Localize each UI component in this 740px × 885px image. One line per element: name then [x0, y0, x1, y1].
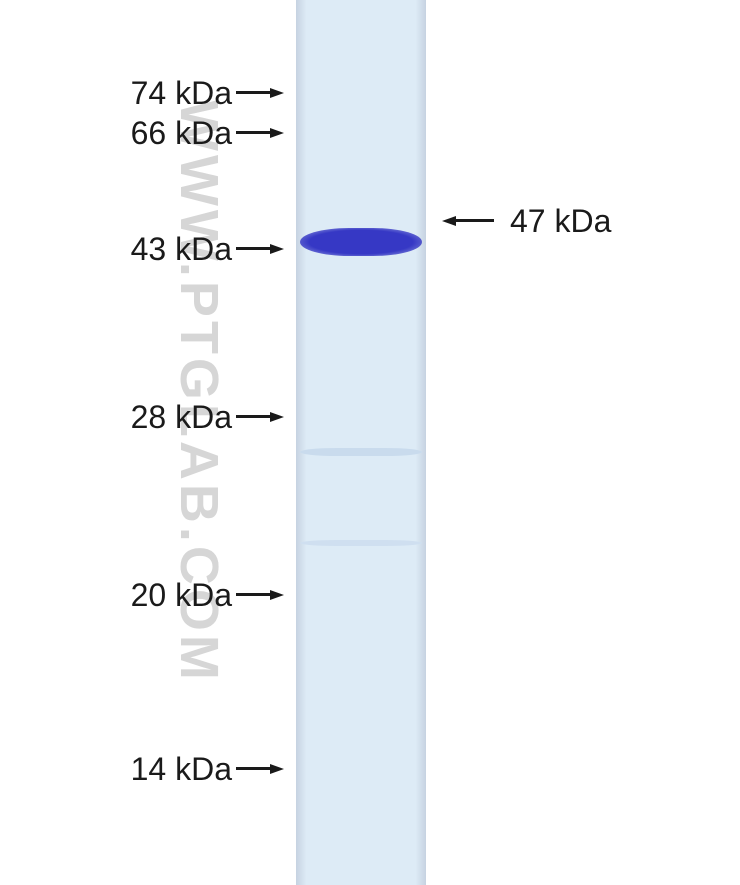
faint-band — [300, 448, 422, 456]
ladder-arrow — [236, 590, 284, 600]
arrow-head-right-icon — [270, 88, 284, 98]
target-band — [300, 228, 422, 256]
ladder-arrow — [236, 128, 284, 138]
ladder-arrow — [236, 412, 284, 422]
target-band-label: 47 kDa — [510, 203, 611, 240]
arrow-head-right-icon — [270, 590, 284, 600]
faint-band — [300, 540, 422, 546]
ladder-marker-label: 28 kDa — [131, 399, 232, 436]
arrow-line — [236, 593, 270, 596]
arrow-line — [236, 91, 270, 94]
target-arrow — [442, 216, 494, 226]
ladder-marker-label: 43 kDa — [131, 231, 232, 268]
arrow-head-left-icon — [442, 216, 456, 226]
arrow-head-right-icon — [270, 128, 284, 138]
ladder-marker-label: 74 kDa — [131, 75, 232, 112]
ladder-arrow — [236, 88, 284, 98]
arrow-head-right-icon — [270, 412, 284, 422]
ladder-arrow — [236, 244, 284, 254]
ladder-marker-label: 66 kDa — [131, 115, 232, 152]
arrow-line — [236, 131, 270, 134]
ladder-marker-label: 20 kDa — [131, 577, 232, 614]
gel-lane — [296, 0, 426, 885]
arrow-line — [236, 415, 270, 418]
arrow-line — [456, 219, 494, 222]
ladder-marker-label: 14 kDa — [131, 751, 232, 788]
arrow-head-right-icon — [270, 764, 284, 774]
arrow-head-right-icon — [270, 244, 284, 254]
arrow-line — [236, 767, 270, 770]
arrow-line — [236, 247, 270, 250]
ladder-arrow — [236, 764, 284, 774]
